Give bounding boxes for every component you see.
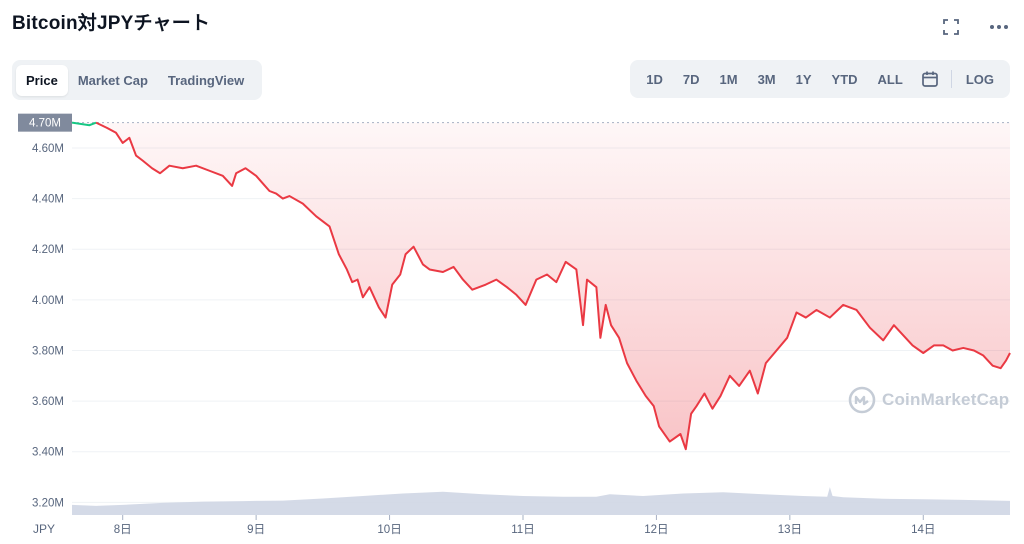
- current-price-badge: [18, 113, 72, 132]
- current-price-label: 4.70M: [29, 118, 61, 130]
- tab-price[interactable]: Price: [16, 64, 68, 96]
- y-tick-label: 4.60M: [32, 143, 64, 155]
- time-range-selector: 1D 7D 1M 3M 1Y YTD ALL LOG: [630, 60, 1010, 98]
- y-tick-label: 3.20M: [32, 497, 64, 509]
- coinmarketcap-logo-icon: [848, 386, 876, 414]
- price-line-up: [71, 121, 97, 127]
- y-tick-label: 4.40M: [32, 194, 64, 206]
- range-1y[interactable]: 1Y: [795, 71, 812, 87]
- y-tick-label: 4.20M: [32, 244, 64, 256]
- watermark: CoinMarketCap: [848, 386, 1009, 414]
- y-tick-label: 4.00M: [32, 295, 64, 307]
- currency-label: JPY: [33, 522, 55, 536]
- x-tick-label: 9日: [247, 524, 265, 536]
- y-tick-label: 3.40M: [32, 447, 64, 459]
- range-all[interactable]: ALL: [877, 71, 903, 87]
- x-tick-label: 12日: [644, 524, 668, 536]
- range-1d[interactable]: 1D: [646, 71, 663, 87]
- x-tick-label: 13日: [778, 524, 802, 536]
- chart-title: Bitcoin対JPYチャート: [12, 13, 211, 34]
- range-7d[interactable]: 7D: [682, 71, 700, 87]
- tab-market-cap[interactable]: Market Cap: [77, 72, 148, 88]
- range-ytd[interactable]: YTD: [831, 71, 858, 87]
- y-tick-label: 3.60M: [32, 396, 64, 408]
- x-tick-label: 11日: [511, 524, 534, 536]
- range-1m[interactable]: 1M: [719, 71, 738, 87]
- y-tick-label: 3.80M: [32, 345, 64, 357]
- expand-icon[interactable]: [940, 16, 962, 38]
- volume-area: [72, 487, 1010, 515]
- chart-type-tabs: Price Market Cap TradingView: [12, 60, 262, 100]
- more-icon[interactable]: [988, 16, 1010, 38]
- x-tick-label: 8日: [114, 524, 132, 536]
- log-scale-toggle[interactable]: LOG: [965, 71, 994, 87]
- calendar-icon[interactable]: [913, 70, 947, 88]
- x-tick-label: 14日: [911, 524, 935, 536]
- watermark-text: CoinMarketCap: [882, 390, 1010, 409]
- header-actions: [940, 16, 1010, 38]
- x-tick-label: 10日: [377, 524, 401, 536]
- range-3m[interactable]: 3M: [757, 71, 776, 87]
- range-divider: [950, 70, 952, 88]
- tab-tradingview[interactable]: TradingView: [167, 72, 245, 88]
